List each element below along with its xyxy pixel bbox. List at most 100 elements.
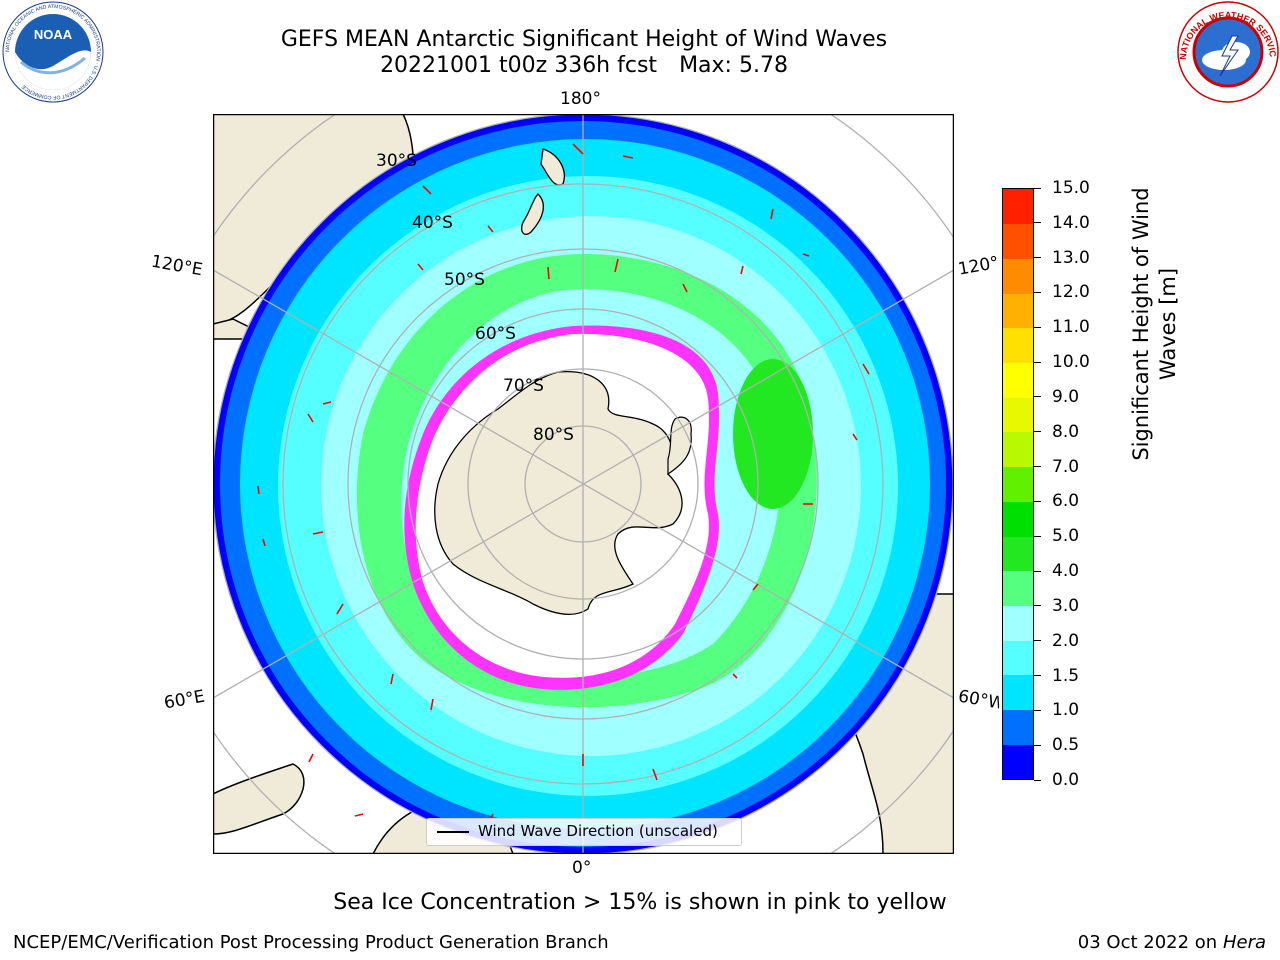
wind-arrow — [652, 768, 658, 781]
lat-label-40s: 40°S — [412, 213, 453, 233]
colorbar-segment — [1003, 223, 1033, 259]
colorbar-segment — [1003, 605, 1033, 641]
wind-arrow — [862, 363, 870, 375]
colorbar-tick — [1034, 570, 1041, 572]
africa-land — [213, 763, 305, 835]
colorbar-tick — [1034, 222, 1041, 224]
colorbar-tick — [1034, 361, 1041, 363]
nws-logo: NATIONAL WEATHER SERVICE — [1176, 0, 1279, 103]
colorbar-tick-label: 5.0 — [1052, 526, 1080, 547]
colorbar-tick-label: 15.0 — [1052, 178, 1090, 198]
colorbar-tick — [1034, 187, 1041, 189]
colorbar-tick-label: 9.0 — [1052, 386, 1080, 407]
colorbar-tick-label: 1.0 — [1052, 700, 1080, 721]
colorbar-tick — [1034, 431, 1041, 433]
max-value-text: Max: 5.78 — [679, 53, 788, 78]
sea-ice-note: Sea Ice Concentration > 15% is shown in … — [333, 890, 947, 915]
wind-arrow — [547, 266, 550, 280]
colorbar-tick — [1034, 709, 1041, 711]
wind-arrow — [322, 401, 332, 405]
colorbar-segment — [1003, 536, 1033, 572]
colorbar-tick-label: 0.0 — [1052, 770, 1080, 790]
chart-subtitle: 20221001 t00z 336h fcst Max: 5.78 — [0, 53, 1168, 79]
lon-label-60e: 60°E — [162, 686, 207, 714]
colorbar-title-line2: Waves [m] — [1156, 267, 1180, 381]
wind-arrow — [307, 413, 314, 423]
colorbar-segment — [1003, 431, 1033, 468]
new-zealand-land — [521, 148, 565, 235]
colorbar-segment — [1003, 640, 1033, 676]
noaa-logo-text: NOAA — [34, 27, 73, 42]
wind-arrow — [390, 673, 394, 685]
wind-arrow — [802, 253, 810, 257]
colorbar-tick — [1034, 326, 1041, 328]
wind-arrow — [417, 263, 424, 271]
colorbar-tick — [1034, 291, 1041, 293]
credit-text: NCEP/EMC/Verification Post Processing Pr… — [13, 932, 609, 953]
wind-arrow — [430, 698, 434, 711]
colorbar-segment — [1003, 189, 1033, 225]
colorbar-segment — [1003, 674, 1033, 711]
wind-arrow — [312, 531, 324, 535]
wind-arrow — [308, 753, 314, 763]
date-text: 03 Oct 2022 on Hera — [1077, 932, 1266, 953]
colorbar-tick — [1034, 779, 1041, 781]
ocean-4m-core — [733, 359, 813, 509]
colorbar-tick-label: 6.0 — [1052, 491, 1080, 512]
colorbar-tick-label: 1.5 — [1052, 665, 1080, 686]
lat-label-60s: 60°S — [475, 324, 516, 344]
colorbar-title-line1: Significant Height of Wind — [1129, 187, 1153, 461]
colorbar-segment — [1003, 362, 1033, 398]
colorbar-tick — [1034, 257, 1041, 259]
colorbar-tick — [1034, 744, 1041, 746]
wind-arrow — [682, 283, 688, 293]
wind-arrow — [262, 538, 266, 547]
colorbar-tick-label: 11.0 — [1052, 317, 1090, 338]
colorbar-segment — [1003, 397, 1033, 433]
colorbar-tick-label: 0.5 — [1052, 735, 1080, 756]
wind-arrow — [622, 155, 634, 159]
colorbar-segment — [1003, 709, 1033, 745]
wind-arrow — [336, 603, 344, 615]
colorbar-tick-label: 2.0 — [1052, 630, 1080, 651]
colorbar-tick-label: 13.0 — [1052, 247, 1090, 268]
lon-label-60w: 60°W — [956, 686, 1002, 714]
legend-line-icon — [437, 831, 469, 833]
chart-title: GEFS MEAN Antarctic Significant Height o… — [280, 27, 888, 52]
wind-arrow — [354, 813, 364, 817]
legend-label: Wind Wave Direction (unscaled) — [478, 822, 718, 840]
forecast-run-text: 20221001 t00z 336h fcst — [380, 53, 658, 78]
colorbar-tick — [1034, 396, 1041, 398]
lon-label-180: 180° — [560, 89, 601, 109]
antarctica-land — [434, 370, 683, 616]
lat-label-50s: 50°S — [444, 270, 485, 290]
colorbar-tick — [1034, 605, 1041, 607]
colorbar-segment — [1003, 258, 1033, 294]
colorbar-segment — [1003, 466, 1033, 502]
colorbar-tick — [1034, 466, 1041, 468]
colorbar-title: Significant Height of Wind Waves [m] — [1128, 164, 1182, 484]
wind-arrow — [422, 185, 432, 195]
lon-label-120e: 120°E — [149, 251, 205, 281]
host-text: Hera — [1222, 932, 1266, 953]
colorbar-segment — [1003, 327, 1033, 364]
noaa-logo: NOAA NATIONAL OCEANIC AND ATMOSPHERIC AD… — [2, 1, 104, 103]
colorbar-segment — [1003, 501, 1033, 537]
colorbar-tick-label: 14.0 — [1052, 212, 1090, 233]
lon-label-0: 0° — [572, 858, 592, 878]
wind-arrow — [257, 485, 260, 495]
wind-arrow — [732, 673, 738, 679]
lat-label-80s: 80°S — [533, 425, 574, 445]
wind-arrow — [572, 143, 584, 155]
colorbar — [1002, 188, 1034, 780]
colorbar-tick — [1034, 500, 1041, 502]
colorbar-tick-label: 10.0 — [1052, 352, 1090, 373]
map-legend: Wind Wave Direction (unscaled) — [426, 818, 742, 846]
colorbar-tick — [1034, 675, 1041, 677]
colorbar-tick-label: 12.0 — [1052, 282, 1090, 303]
wind-arrow — [770, 208, 774, 220]
lat-label-70s: 70°S — [503, 376, 544, 396]
wind-arrow — [487, 225, 494, 233]
colorbar-tick-label: 3.0 — [1052, 595, 1080, 616]
colorbar-segment — [1003, 744, 1033, 780]
